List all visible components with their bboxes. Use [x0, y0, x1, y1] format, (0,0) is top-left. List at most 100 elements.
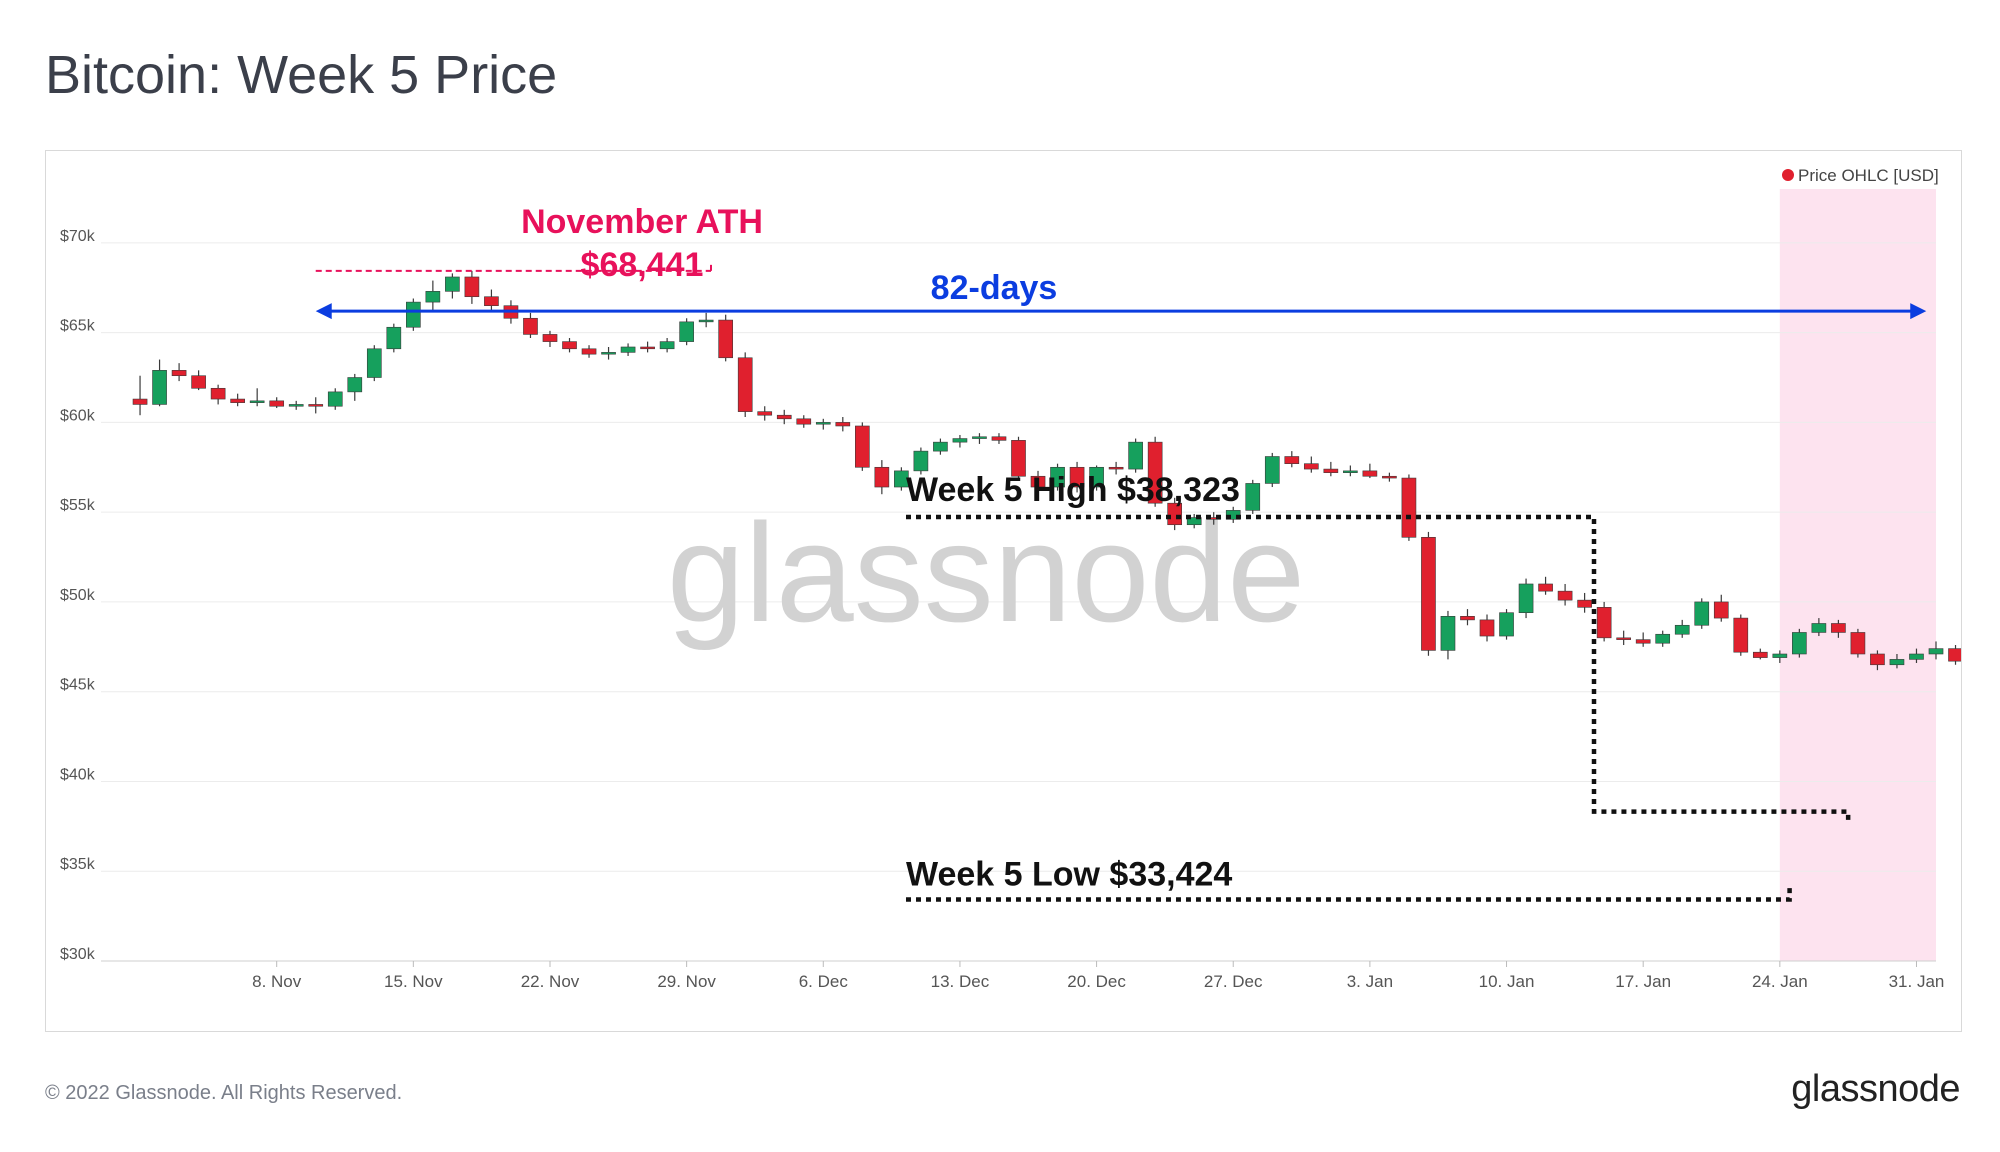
candle	[1186, 513, 1202, 529]
candle	[933, 438, 948, 455]
candle-body	[445, 276, 460, 292]
candle-body	[1733, 617, 1749, 653]
candle	[1577, 592, 1592, 613]
candle-body	[1889, 659, 1905, 666]
y-tick-label: $65k	[60, 318, 96, 335]
legend[interactable]: Price OHLC [USD]	[1782, 166, 1939, 185]
candle	[1752, 648, 1768, 660]
x-tick-label: 17. Jan	[1615, 972, 1671, 991]
candle	[991, 433, 1007, 444]
candle-body	[366, 348, 382, 378]
candle-body	[1147, 441, 1163, 504]
y-tick-label: $70k	[60, 228, 96, 245]
candle	[815, 418, 831, 430]
candle	[640, 341, 655, 353]
candle-body	[152, 370, 167, 405]
candle	[972, 433, 987, 444]
candle	[1147, 436, 1163, 507]
candle-body	[406, 301, 421, 328]
candle-body	[698, 319, 714, 323]
candle-body	[737, 357, 753, 412]
candle	[1557, 583, 1573, 606]
candle	[191, 370, 206, 391]
candle	[737, 352, 753, 418]
x-tick-label: 10. Jan	[1479, 972, 1535, 991]
candle	[1303, 456, 1319, 473]
candle	[679, 318, 694, 346]
candle	[1831, 619, 1846, 638]
candle-body	[1772, 653, 1788, 658]
price-chart: glassnode $30k$35k$40k$45k$50k$55k$60k$6…	[60, 166, 1961, 991]
candle	[601, 346, 616, 360]
candle-body	[1343, 470, 1358, 473]
candle	[718, 314, 734, 362]
candle-body	[1284, 456, 1300, 464]
candle-body	[191, 375, 206, 389]
candle-body	[269, 400, 285, 407]
candle-body	[679, 321, 694, 342]
candle-body	[1557, 590, 1573, 601]
ath-value: $68,441	[581, 246, 704, 284]
candle-body	[1909, 653, 1924, 660]
candle	[171, 363, 187, 382]
candle-body	[972, 436, 987, 439]
y-tick-label: $45k	[60, 677, 96, 694]
candle	[1870, 650, 1885, 671]
candle-body	[952, 438, 968, 443]
candle-body	[1635, 639, 1651, 644]
candle-body	[1850, 632, 1866, 655]
candle	[1323, 461, 1339, 477]
candle-body	[1362, 470, 1378, 477]
candle-body	[1479, 619, 1495, 637]
candle-body	[855, 425, 870, 468]
candle	[1030, 470, 1046, 491]
candle	[1362, 463, 1378, 479]
week5-low-dotted-line	[906, 887, 1792, 902]
candle	[1499, 609, 1514, 640]
candle-body	[1401, 477, 1417, 538]
candle-body	[581, 348, 597, 355]
candle	[1889, 653, 1905, 669]
copyright-text: © 2022 Glassnode. All Rights Reserved.	[45, 1082, 403, 1104]
y-tick-label: $30k	[60, 946, 96, 963]
week5-highlight-band	[1779, 189, 1936, 961]
highlight-layer	[1779, 189, 1936, 961]
legend-label: Price OHLC [USD]	[1798, 166, 1939, 185]
x-tick-label: 31. Jan	[1889, 972, 1945, 991]
candle	[523, 312, 538, 339]
ath-title: November ATH	[521, 203, 763, 241]
candle	[1733, 614, 1749, 656]
candle	[1928, 641, 1944, 660]
candle	[406, 298, 421, 331]
x-tick-label: 27. Dec	[1204, 972, 1263, 991]
candle	[1694, 598, 1710, 629]
legend-dot	[1782, 169, 1794, 181]
candle	[1089, 465, 1104, 491]
candle-body	[894, 470, 909, 488]
y-tick-label: $50k	[60, 587, 96, 604]
candle	[562, 338, 577, 353]
glassnode-logo[interactable]: glassnode	[1791, 1068, 1960, 1110]
candle-body	[1264, 456, 1280, 484]
candle-body	[1499, 612, 1514, 637]
candle	[1655, 630, 1671, 647]
candles-layer	[132, 270, 1961, 671]
candle	[1713, 594, 1729, 622]
candle-body	[171, 370, 187, 377]
week5-high-dotted-line	[906, 514, 1851, 822]
candle	[249, 388, 265, 407]
candle	[952, 434, 968, 448]
candle-body	[1089, 466, 1104, 488]
candle-body	[913, 450, 929, 472]
duration-arrow-head-left	[315, 303, 332, 320]
candle	[288, 400, 304, 410]
candle	[484, 289, 499, 312]
candle	[1069, 461, 1085, 493]
candle	[855, 422, 870, 471]
candle	[386, 323, 402, 353]
x-tick-label: 8. Nov	[252, 972, 302, 991]
candle-body	[1167, 502, 1182, 526]
candle	[1108, 461, 1124, 475]
y-tick-label: $55k	[60, 497, 96, 514]
candle	[1635, 632, 1651, 647]
